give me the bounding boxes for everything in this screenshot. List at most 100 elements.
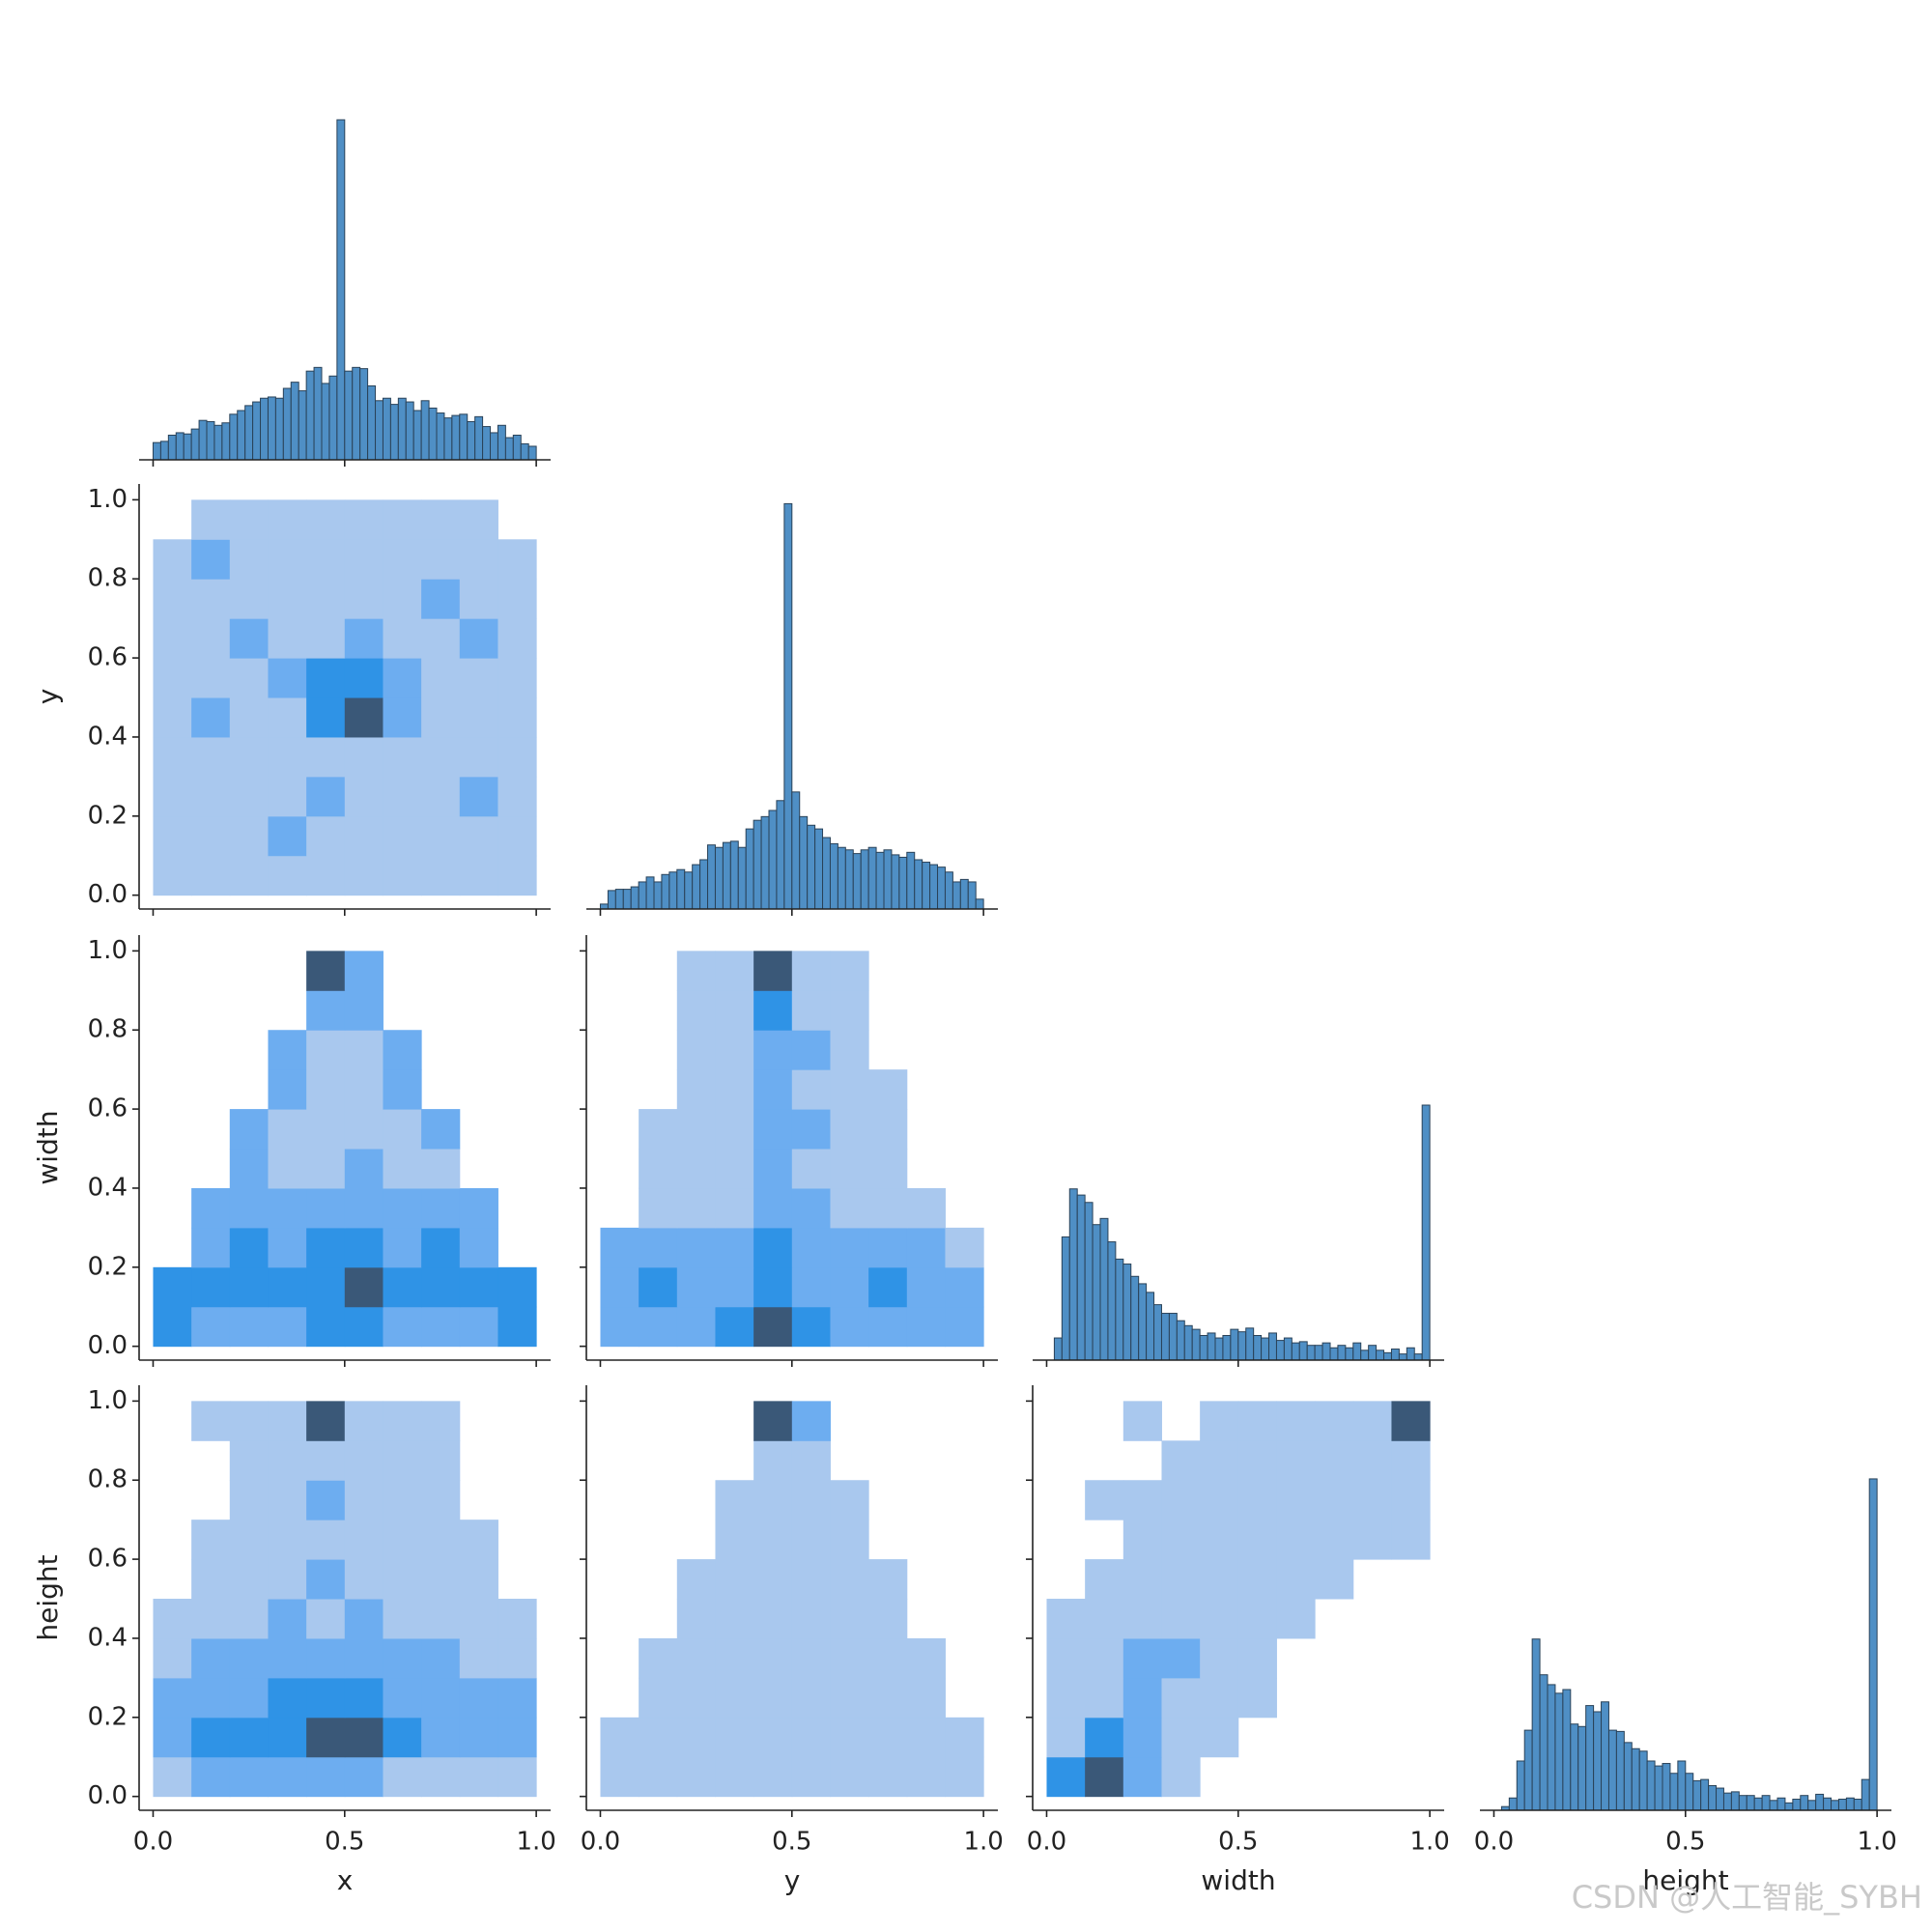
hist2d-cell: [344, 951, 384, 991]
hist2d-cell: [1161, 1440, 1201, 1481]
hist2d-cell: [229, 736, 269, 778]
hist2d-cell: [676, 1306, 716, 1348]
hist-bar: [1677, 1760, 1687, 1811]
hist2d-cell: [600, 1717, 639, 1758]
hist-bar: [1222, 1334, 1232, 1361]
hist2d-cell: [1046, 1637, 1086, 1679]
hist-bar: [1092, 1224, 1101, 1361]
hist2d-cell: [1085, 1480, 1124, 1520]
hist2d-cell: [421, 1756, 461, 1798]
hist2d-cell: [1200, 1401, 1239, 1441]
hist2d-cell: [153, 1266, 192, 1308]
hist2d-cell: [421, 1599, 461, 1639]
hist2d-cell: [600, 1756, 639, 1798]
hist-bar: [1360, 1350, 1370, 1361]
hist2d-cell: [1237, 1637, 1277, 1679]
hist-bar: [1607, 1729, 1617, 1811]
hist2d-cell: [639, 1717, 678, 1758]
hist-bar: [1853, 1799, 1862, 1811]
hist2d-cell: [306, 855, 346, 896]
hist2d-cell: [459, 1756, 498, 1798]
hist2d-cell: [229, 1637, 269, 1679]
hist-bar: [914, 859, 923, 910]
hist2d-cell: [344, 1030, 384, 1070]
hist2d-cell: [191, 618, 231, 659]
hist2d-cell: [344, 1717, 384, 1758]
hist2d-cell: [639, 1306, 678, 1348]
hist2d-cell: [753, 1717, 793, 1758]
hist-bar: [420, 400, 430, 461]
hist2d-cell: [421, 1677, 461, 1719]
hist2d-cell: [497, 579, 537, 619]
hist-bar: [1837, 1799, 1847, 1811]
hist-bar: [1746, 1795, 1755, 1811]
hist2d-cell: [191, 1187, 231, 1229]
hist2d-cell: [639, 1637, 678, 1679]
hist-bar: [206, 420, 215, 461]
hist2d-cell: [791, 1520, 831, 1560]
hist2d-cell: [344, 1187, 384, 1229]
hist2d-cell: [906, 1227, 946, 1268]
hist2d-cell: [229, 1306, 269, 1348]
hist-bar: [1784, 1802, 1794, 1811]
hist-bar: [1554, 1692, 1564, 1811]
hist-bar: [1722, 1792, 1732, 1811]
x-tick-label: 0.5: [1218, 1828, 1258, 1857]
hist2d-cell: [421, 736, 461, 778]
hist2d-cell: [753, 1756, 793, 1798]
hist2d-cell: [791, 990, 831, 1031]
hist2d-cell: [459, 1559, 498, 1600]
hist-bar: [1099, 1217, 1109, 1361]
hist-bar: [282, 387, 292, 461]
hist2d-cell: [383, 1520, 422, 1560]
x-tick-label: 0.0: [1027, 1828, 1066, 1857]
hist2d-cell: [1200, 1480, 1239, 1520]
hist-bar: [1662, 1763, 1671, 1811]
hist2d-cell: [945, 1756, 984, 1798]
hist2d-cell: [306, 1109, 346, 1150]
hist-bar: [1531, 1638, 1541, 1811]
hist2d-cell: [268, 1227, 307, 1268]
hist-bar: [622, 889, 632, 910]
hist2d-cell: [344, 579, 384, 619]
hist2d-cell: [791, 1069, 831, 1110]
hist-bar: [1615, 1730, 1625, 1811]
hist-bar: [298, 390, 307, 461]
hist2d-cell: [791, 1717, 831, 1758]
hist2d-cell: [268, 1187, 307, 1229]
hist2d-cell: [268, 579, 307, 619]
hist2d-cell: [715, 1677, 754, 1719]
hist2d-cell: [830, 1677, 869, 1719]
hist-bar: [175, 432, 185, 461]
hist2d-cell: [715, 1109, 754, 1150]
hist2d-cell: [306, 658, 346, 698]
hist2d-cell: [268, 1677, 307, 1719]
hist-bar: [653, 881, 663, 910]
hist2d-cell: [1276, 1401, 1316, 1441]
hist2d-cell: [383, 1069, 422, 1110]
hist-bar: [1138, 1283, 1148, 1361]
y-tick-label: 1.0: [88, 936, 128, 965]
hist2d-cell: [268, 1306, 307, 1348]
hist2d-cell: [268, 1480, 307, 1520]
hist2d-cell: [459, 1520, 498, 1560]
hist2d-cell: [753, 1637, 793, 1679]
hist2d-cell: [753, 1401, 793, 1441]
x-tick-label: 0.0: [1474, 1828, 1514, 1857]
hist-bar: [313, 366, 323, 461]
hist2d-cell: [906, 1187, 946, 1229]
hist2d-cell: [1046, 1717, 1086, 1758]
hist2d-cell: [1391, 1401, 1431, 1441]
hist-bar: [352, 366, 361, 461]
hist2d-cell: [1200, 1559, 1239, 1600]
hist-bar: [1214, 1337, 1224, 1361]
hist2d-cell: [344, 1677, 384, 1719]
hist2d-cell: [830, 1717, 869, 1758]
hist-bar: [1406, 1347, 1415, 1361]
hist2d-cell: [421, 539, 461, 580]
hist2d-cell: [791, 1440, 831, 1481]
hist2d-cell: [421, 1559, 461, 1600]
hist2d-cell: [868, 1109, 908, 1150]
hist-bar: [1807, 1800, 1817, 1811]
hist2d-cell: [306, 1187, 346, 1229]
